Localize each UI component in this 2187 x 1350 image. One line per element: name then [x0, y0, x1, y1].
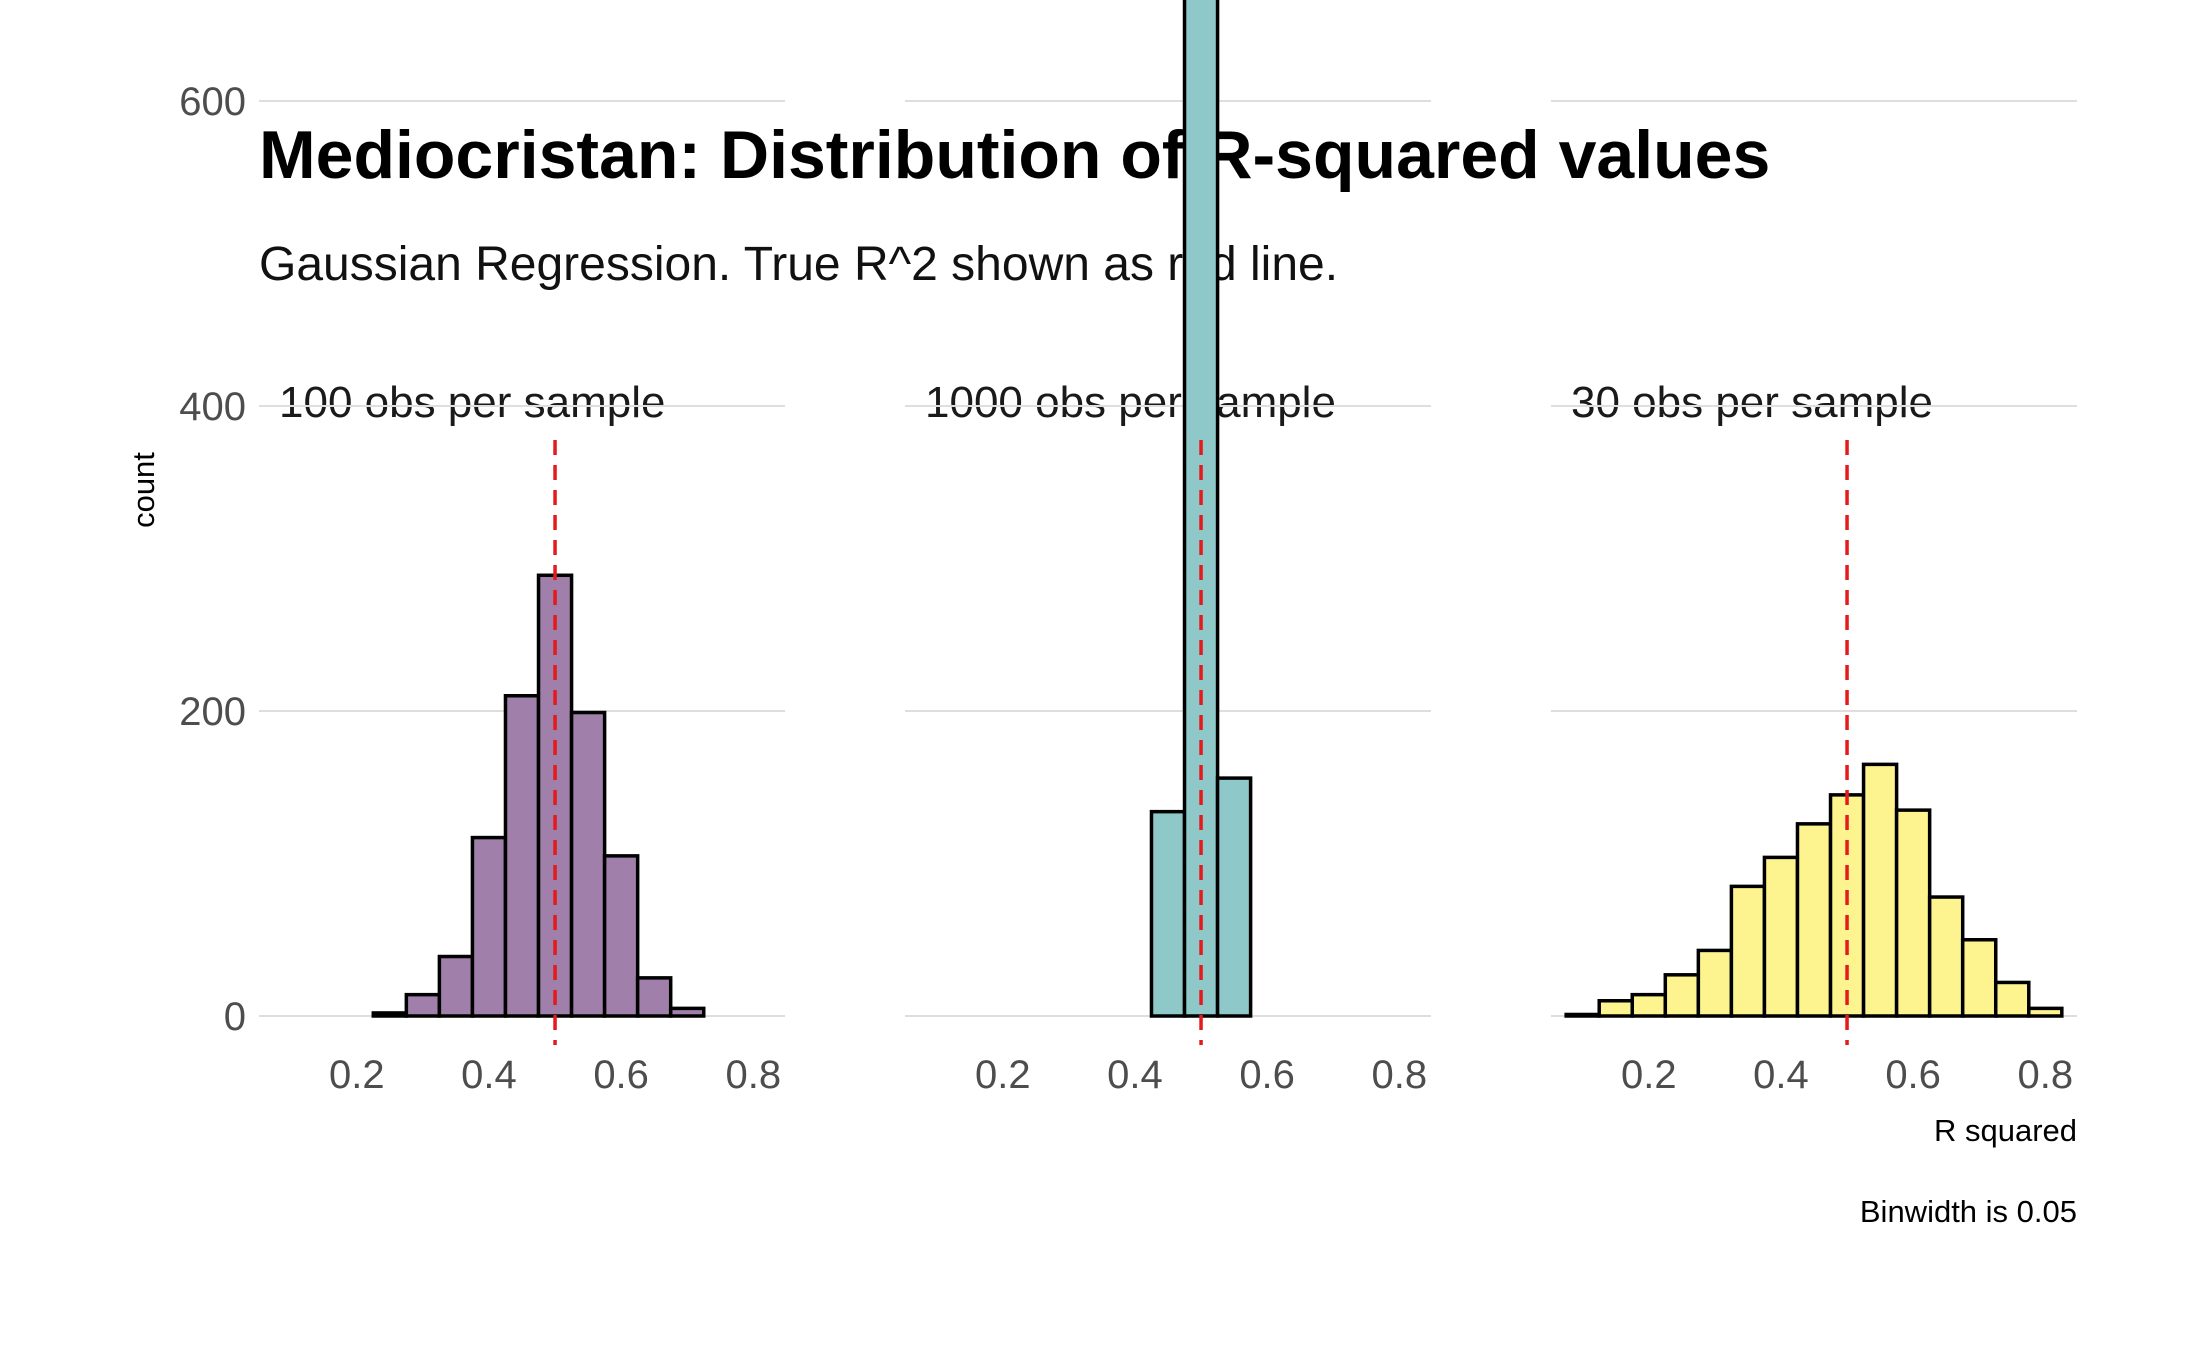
x-axis-title: R squared [1934, 1113, 2077, 1148]
facet-strip-label: 30 obs per sample [1571, 378, 1933, 427]
histogram-bar [602, 854, 640, 1018]
y-axis-title: count [126, 452, 161, 528]
y-tick-label: 200 [179, 690, 246, 734]
histogram-bar [404, 992, 442, 1018]
histogram-bar [1729, 884, 1767, 1018]
x-tick-label: 0.4 [1753, 1053, 1809, 1097]
histogram-bar [1861, 762, 1899, 1018]
histogram-bar [470, 835, 508, 1018]
histogram-bar [1564, 1012, 1601, 1018]
x-tick-label: 0.6 [593, 1053, 649, 1097]
histogram-bar [1993, 980, 2031, 1018]
histogram-bar [371, 1011, 409, 1018]
histogram-bar [1597, 999, 1635, 1018]
histogram-bar [1215, 776, 1253, 1018]
x-tick-label: 0.6 [1239, 1053, 1295, 1097]
histogram-bar [1630, 992, 1668, 1018]
x-tick-label: 0.8 [1372, 1053, 1428, 1097]
y-tick-label: 600 [179, 80, 246, 124]
histogram-bar [668, 1006, 706, 1018]
x-tick-label: 0.2 [329, 1053, 385, 1097]
histogram-bar [503, 694, 541, 1018]
facet-strip-label: 100 obs per sample [279, 378, 665, 427]
chart-caption: Binwidth is 0.05 [1860, 1194, 2077, 1229]
histogram-bar [1149, 809, 1187, 1018]
histogram-bar [2027, 1006, 2064, 1018]
facet-panel: 100 obs per sample 0 200 400 600 0.2 0.4 0.6 0.8 [179, 80, 785, 1097]
x-tick-label: 0.2 [1621, 1053, 1677, 1097]
x-tick-label: 0.8 [2018, 1053, 2074, 1097]
facet-panel: 30 obs per sample 0.2 0.4 0.6 0.8 [1551, 100, 2077, 1097]
histogram-bar [1182, 0, 1220, 1018]
chart-title: Mediocristan: Distribution of R-squared … [259, 117, 1770, 193]
histogram-bar [437, 954, 475, 1018]
facet-panels: 100 obs per sample 0 200 400 600 0.2 0.4 0.6 0.8… [179, 0, 2077, 1097]
histogram-bar [1894, 808, 1932, 1018]
histogram-bar [635, 976, 673, 1018]
x-tick-label: 0.8 [726, 1053, 782, 1097]
y-tick-label: 400 [179, 385, 246, 429]
x-tick-label: 0.4 [1107, 1053, 1163, 1097]
histogram-bar [1927, 895, 1965, 1018]
x-tick-label: 0.6 [1885, 1053, 1941, 1097]
y-tick-label: 0 [224, 995, 246, 1039]
histogram-bar [1960, 938, 1998, 1018]
histogram-bar [569, 710, 607, 1018]
facet-strip-label: 1000 obs per sample [925, 378, 1336, 427]
chart-subtitle: Gaussian Regression. True R^2 shown as r… [259, 238, 1338, 291]
histogram-bar [1795, 822, 1833, 1018]
x-tick-label: 0.4 [461, 1053, 517, 1097]
histogram-bar [1663, 973, 1701, 1018]
x-tick-label: 0.2 [975, 1053, 1031, 1097]
histogram-bar [1762, 855, 1800, 1018]
facet-panel: 1000 obs per sample 0.2 0.4 0.6 0.8 [905, 0, 1431, 1097]
histogram-bar [1696, 948, 1734, 1018]
